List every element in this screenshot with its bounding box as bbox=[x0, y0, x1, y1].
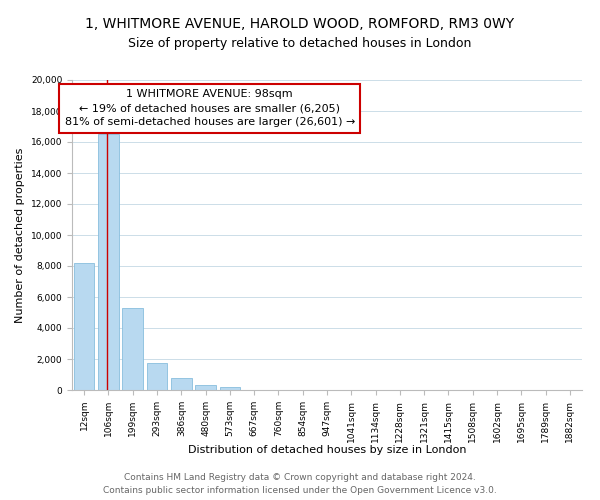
Bar bbox=[98, 134, 119, 390]
Bar bbox=[74, 263, 94, 390]
X-axis label: Distribution of detached houses by size in London: Distribution of detached houses by size … bbox=[188, 444, 466, 454]
Bar bbox=[122, 308, 143, 390]
Text: 1 WHITMORE AVENUE: 98sqm
← 19% of detached houses are smaller (6,205)
81% of sem: 1 WHITMORE AVENUE: 98sqm ← 19% of detach… bbox=[65, 90, 355, 128]
Text: Contains HM Land Registry data © Crown copyright and database right 2024.
Contai: Contains HM Land Registry data © Crown c… bbox=[103, 473, 497, 495]
Text: Size of property relative to detached houses in London: Size of property relative to detached ho… bbox=[128, 38, 472, 51]
Text: 1, WHITMORE AVENUE, HAROLD WOOD, ROMFORD, RM3 0WY: 1, WHITMORE AVENUE, HAROLD WOOD, ROMFORD… bbox=[85, 18, 515, 32]
Y-axis label: Number of detached properties: Number of detached properties bbox=[15, 148, 25, 322]
Bar bbox=[146, 363, 167, 390]
Bar bbox=[171, 378, 191, 390]
Bar bbox=[195, 386, 216, 390]
Bar bbox=[220, 387, 240, 390]
